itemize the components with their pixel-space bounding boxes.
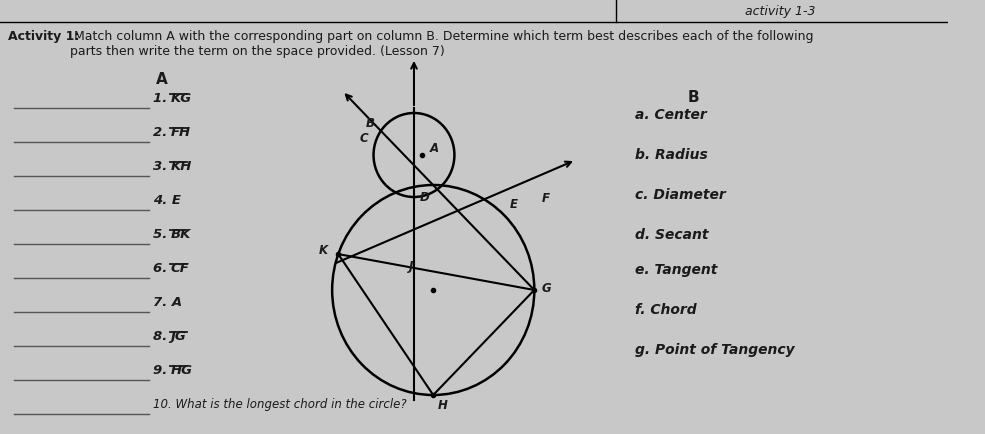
Text: H: H xyxy=(438,399,448,412)
Text: f. Chord: f. Chord xyxy=(635,303,697,317)
Text: FH: FH xyxy=(170,126,190,139)
Text: 8.: 8. xyxy=(153,330,172,343)
Text: 6.: 6. xyxy=(153,262,172,275)
Text: Match column A with the corresponding part on column B. Determine which term bes: Match column A with the corresponding pa… xyxy=(70,30,814,58)
Text: HG: HG xyxy=(170,364,192,377)
Text: D: D xyxy=(420,191,429,204)
Text: A: A xyxy=(429,142,438,155)
Text: J: J xyxy=(409,260,414,273)
Text: KH: KH xyxy=(170,160,192,173)
Text: C: C xyxy=(360,132,368,145)
Text: 2.: 2. xyxy=(153,126,172,139)
Text: B: B xyxy=(688,90,699,105)
Text: activity 1-3: activity 1-3 xyxy=(745,4,815,17)
Text: G: G xyxy=(542,282,552,295)
Text: 5.: 5. xyxy=(153,228,172,241)
Text: E: E xyxy=(509,198,517,211)
Text: F: F xyxy=(542,192,550,205)
Text: CF: CF xyxy=(170,262,189,275)
Text: BK: BK xyxy=(170,228,191,241)
Text: g. Point of Tangency: g. Point of Tangency xyxy=(635,343,795,357)
Text: 9.: 9. xyxy=(153,364,172,377)
Text: 1.: 1. xyxy=(153,92,172,105)
Text: a. Center: a. Center xyxy=(635,108,707,122)
Text: 4. E: 4. E xyxy=(153,194,181,207)
Text: 3.: 3. xyxy=(153,160,172,173)
Text: 7. A: 7. A xyxy=(153,296,182,309)
Text: K: K xyxy=(319,244,328,257)
Text: d. Secant: d. Secant xyxy=(635,228,709,242)
Text: B: B xyxy=(365,117,374,130)
Text: JG: JG xyxy=(170,330,186,343)
Text: e. Tangent: e. Tangent xyxy=(635,263,718,277)
Text: Activity 1:: Activity 1: xyxy=(8,30,79,43)
Text: b. Radius: b. Radius xyxy=(635,148,708,162)
Text: c. Diameter: c. Diameter xyxy=(635,188,726,202)
Text: A: A xyxy=(156,72,167,87)
Text: 10. What is the longest chord in the circle?: 10. What is the longest chord in the cir… xyxy=(153,398,407,411)
Text: KG: KG xyxy=(170,92,191,105)
